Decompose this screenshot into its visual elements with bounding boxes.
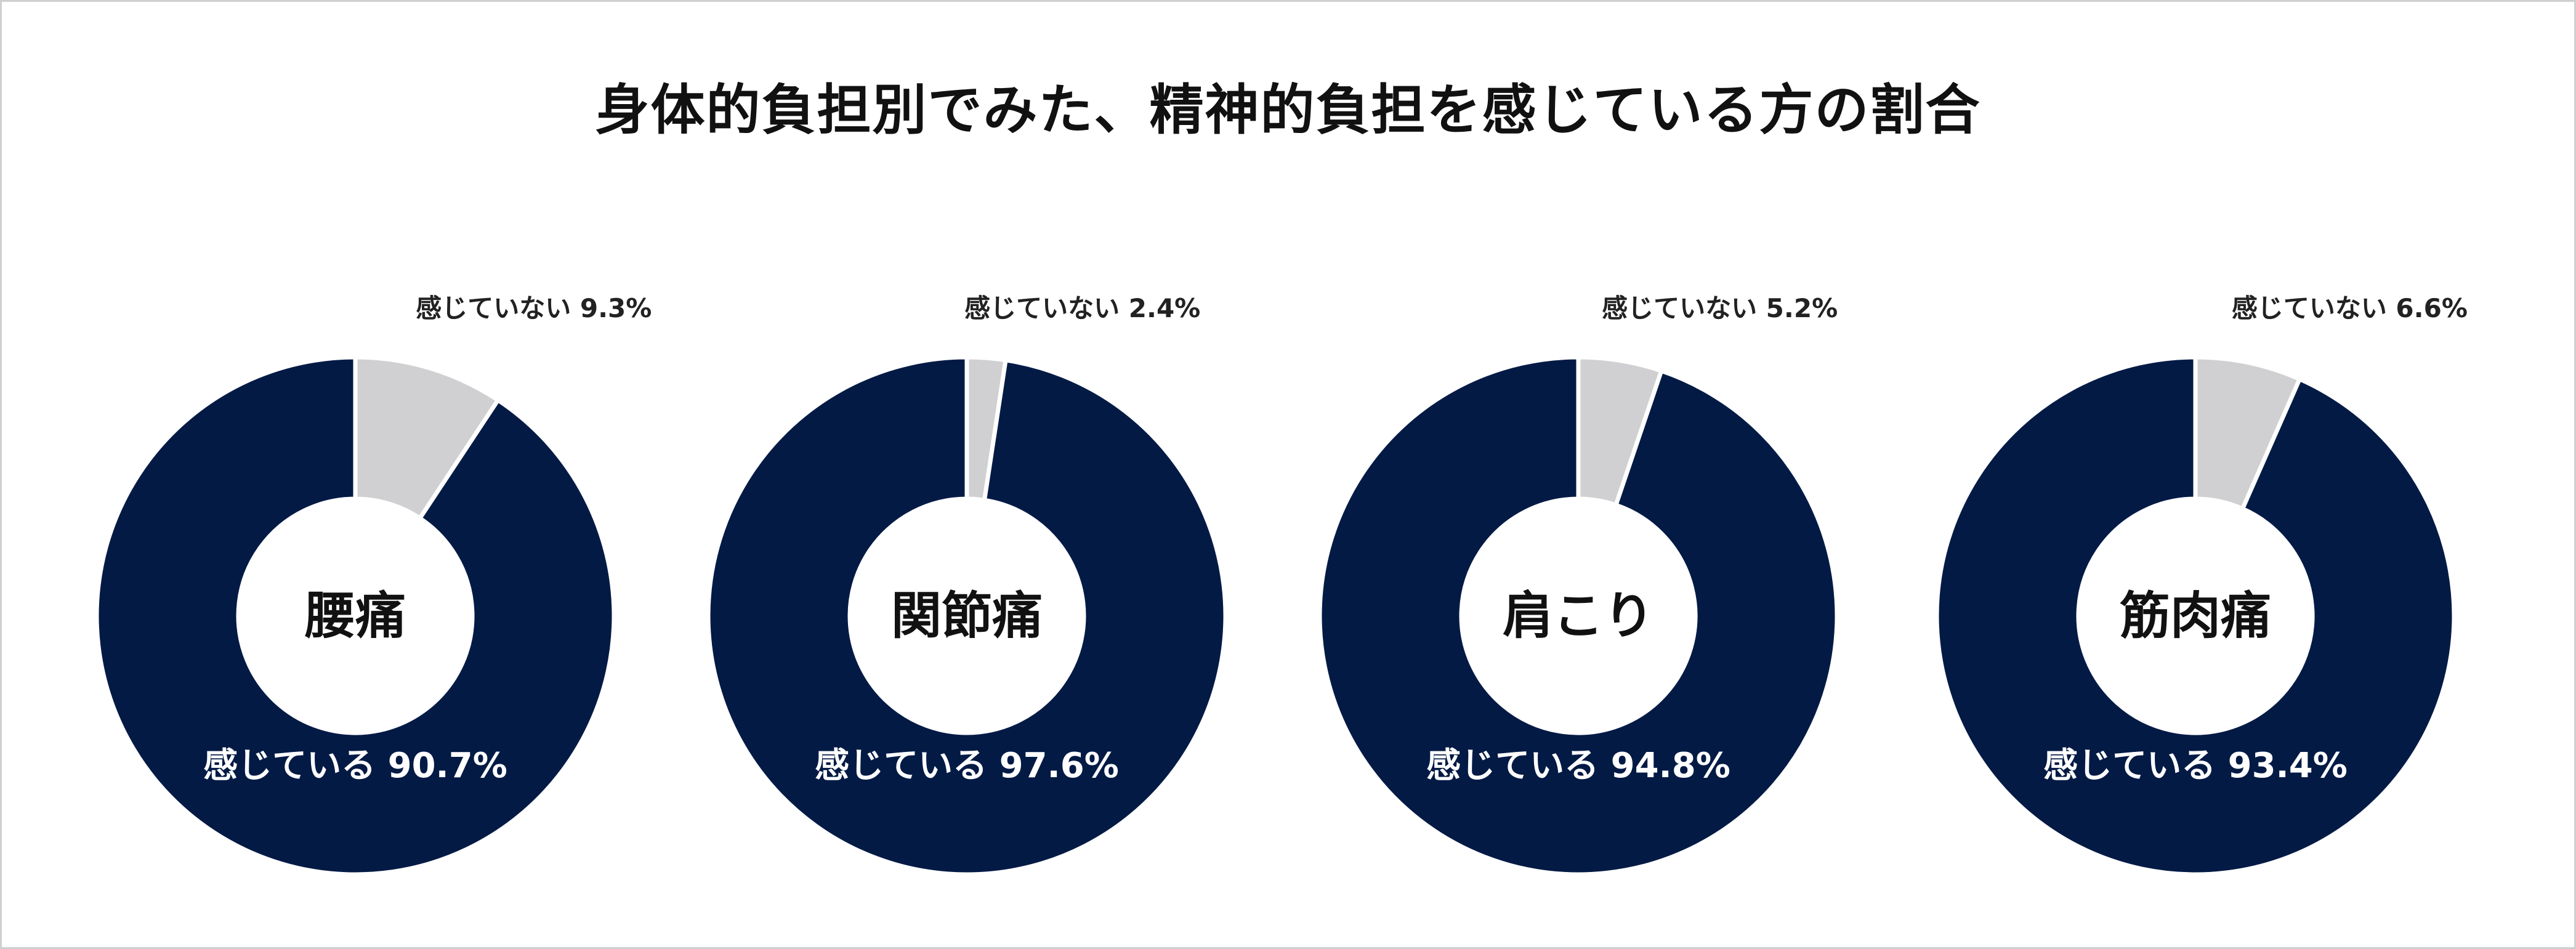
slice-felt bbox=[1317, 355, 1839, 877]
slice-felt bbox=[94, 355, 616, 877]
slice-label-not-felt: 感じていない 9.3% bbox=[416, 293, 652, 323]
slice-label-not-felt: 感じていない 5.2% bbox=[1602, 293, 1838, 323]
slice-label-not-felt: 感じていない 6.6% bbox=[2232, 293, 2468, 323]
donut-muscle-pain: 筋肉痛 感じている 93.4% 感じていない 6.6% bbox=[1934, 293, 2468, 877]
donut-stiff-shoulders: 肩こり 感じている 94.8% 感じていない 5.2% bbox=[1317, 293, 1839, 877]
slice-felt bbox=[706, 355, 1228, 877]
slice-label-not-felt: 感じていない 2.4% bbox=[964, 293, 1200, 323]
slice-label-felt: 感じている 93.4% bbox=[2043, 746, 2348, 786]
donut-center-label: 関節痛 bbox=[891, 587, 1043, 645]
donut-joint-pain: 関節痛 感じている 97.6% 感じていない 2.4% bbox=[706, 293, 1228, 877]
donut-center-label: 腰痛 bbox=[305, 587, 406, 645]
donut-center-label: 筋肉痛 bbox=[2120, 587, 2271, 645]
slice-not-felt bbox=[353, 355, 501, 521]
slice-label-felt: 感じている 94.8% bbox=[1426, 746, 1730, 786]
chart-title: 身体的負担別でみた、精神的負担を感じている方の割合 bbox=[595, 78, 1981, 142]
donut-lumbago: 腰痛 感じている 90.7% 感じていない 9.3% bbox=[94, 293, 652, 877]
slice-label-felt: 感じている 97.6% bbox=[815, 746, 1119, 786]
slice-label-felt: 感じている 90.7% bbox=[203, 746, 507, 786]
donut-center-label: 肩こり bbox=[1503, 587, 1654, 645]
slice-felt bbox=[1934, 355, 2457, 877]
